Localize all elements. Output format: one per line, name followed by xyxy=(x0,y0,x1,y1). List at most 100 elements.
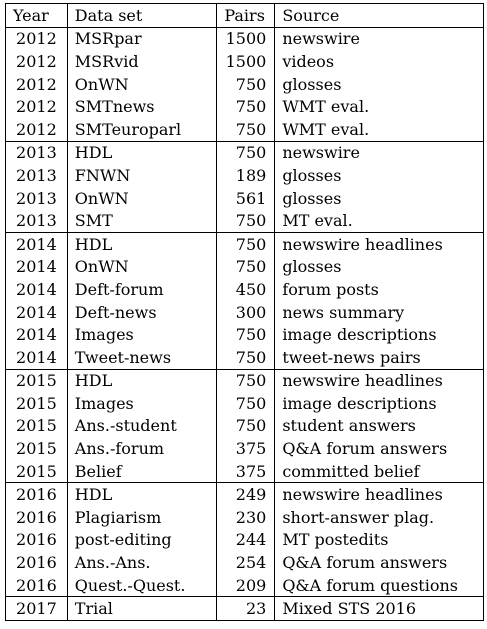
year-group: 2017 Trial 23 Mixed STS 2016 xyxy=(5,596,484,622)
cell-dataset: SMTnews xyxy=(66,95,218,118)
cell-pairs: 23 xyxy=(216,596,276,622)
cell-dataset: OnWN xyxy=(66,72,218,96)
cell-source: Mixed STS 2016 xyxy=(274,596,484,622)
cell-year: 2012 xyxy=(5,95,68,118)
header-dataset: Data set xyxy=(66,3,218,28)
cell-year: 2016 xyxy=(5,551,68,574)
year-group: 2016 HDL 249 newswire headlines 2016 Plagiari… xyxy=(5,482,484,598)
cell-dataset: HDL xyxy=(66,140,218,165)
cell-pairs: 189 xyxy=(216,164,276,187)
cell-pairs: 750 xyxy=(216,392,276,415)
cell-source: MT postedits xyxy=(274,528,484,552)
cell-source: newswire xyxy=(274,26,484,51)
cell-dataset: Quest.-Quest. xyxy=(66,573,218,598)
table-row: 2014 Deft-forum 450 forum posts xyxy=(5,278,484,301)
cell-dataset: HDL xyxy=(66,231,218,256)
cell-source: videos xyxy=(274,50,484,73)
cell-year: 2013 xyxy=(5,140,68,165)
table-row: 2017 Trial 23 Mixed STS 2016 xyxy=(5,596,484,622)
header-year: Year xyxy=(5,3,68,28)
cell-year: 2014 xyxy=(5,278,68,301)
header-source: Source xyxy=(274,3,484,28)
header-pairs: Pairs xyxy=(216,3,276,28)
cell-dataset: Belief xyxy=(66,459,218,484)
cell-dataset: MSRvid xyxy=(66,50,218,73)
cell-source: glosses xyxy=(274,164,484,187)
table-row: 2012 MSRvid 1500 videos xyxy=(5,50,484,73)
year-group: 2012 MSRpar 1500 newswire 2012 MSRvid 1500 vide… xyxy=(5,26,484,142)
cell-pairs: 300 xyxy=(216,300,276,324)
cell-year: 2015 xyxy=(5,437,68,460)
cell-dataset: HDL xyxy=(66,482,218,507)
cell-source: MT eval. xyxy=(274,209,484,233)
cell-year: 2014 xyxy=(5,231,68,256)
cell-year: 2014 xyxy=(5,345,68,370)
cell-dataset: Tweet-news xyxy=(66,345,218,370)
table-row: 2012 OnWN 750 glosses xyxy=(5,72,484,96)
cell-pairs: 209 xyxy=(216,573,276,598)
cell-pairs: 750 xyxy=(216,255,276,279)
cell-pairs: 750 xyxy=(216,368,276,393)
cell-pairs: 561 xyxy=(216,186,276,210)
cell-dataset: Deft-forum xyxy=(66,278,218,301)
cell-year: 2013 xyxy=(5,209,68,233)
cell-dataset: Ans.-Ans. xyxy=(66,551,218,574)
sts-datasets-table: Year Data set Pairs Source 2012 MSRpar 150… xyxy=(5,3,484,622)
cell-dataset: OnWN xyxy=(66,255,218,279)
table-row: 2014 HDL 750 newswire headlines xyxy=(5,231,484,256)
table-row: 2013 HDL 750 newswire xyxy=(5,140,484,165)
cell-dataset: Trial xyxy=(66,596,218,622)
cell-dataset: post-editing xyxy=(66,528,218,552)
cell-year: 2012 xyxy=(5,50,68,73)
cell-source: newswire headlines xyxy=(274,231,484,256)
cell-source: forum posts xyxy=(274,278,484,301)
cell-source: Q&A forum answers xyxy=(274,437,484,460)
table-row: 2015 Ans.-student 750 student answers xyxy=(5,414,484,438)
table-row: 2015 Images 750 image descriptions xyxy=(5,392,484,415)
cell-pairs: 254 xyxy=(216,551,276,574)
table-row: 2014 Deft-news 300 news summary xyxy=(5,300,484,324)
cell-dataset: Plagiarism xyxy=(66,506,218,529)
cell-year: 2014 xyxy=(5,323,68,346)
cell-dataset: SMT xyxy=(66,209,218,233)
cell-source: student answers xyxy=(274,414,484,438)
cell-year: 2012 xyxy=(5,117,68,142)
cell-year: 2014 xyxy=(5,300,68,324)
table-row: 2016 HDL 249 newswire headlines xyxy=(5,482,484,507)
cell-dataset: SMTeuroparl xyxy=(66,117,218,142)
cell-pairs: 750 xyxy=(216,72,276,96)
cell-source: image descriptions xyxy=(274,392,484,415)
table-row: 2015 HDL 750 newswire headlines xyxy=(5,368,484,393)
cell-pairs: 244 xyxy=(216,528,276,552)
cell-source: newswire headlines xyxy=(274,368,484,393)
cell-pairs: 750 xyxy=(216,140,276,165)
cell-year: 2015 xyxy=(5,459,68,484)
cell-year: 2017 xyxy=(5,596,68,622)
table-row: 2016 Plagiarism 230 short-answer plag. xyxy=(5,506,484,529)
cell-pairs: 750 xyxy=(216,117,276,142)
cell-year: 2016 xyxy=(5,482,68,507)
cell-year: 2015 xyxy=(5,414,68,438)
cell-source: WMT eval. xyxy=(274,117,484,142)
cell-source: short-answer plag. xyxy=(274,506,484,529)
cell-source: WMT eval. xyxy=(274,95,484,118)
cell-dataset: MSRpar xyxy=(66,26,218,51)
cell-dataset: Ans.-forum xyxy=(66,437,218,460)
table-row: 2012 SMTeuroparl 750 WMT eval. xyxy=(5,117,484,142)
table-row: 2015 Belief 375 committed belief xyxy=(5,459,484,484)
cell-dataset: HDL xyxy=(66,368,218,393)
cell-dataset: Deft-news xyxy=(66,300,218,324)
cell-source: newswire headlines xyxy=(274,482,484,507)
table-row: 2014 OnWN 750 glosses xyxy=(5,255,484,279)
cell-pairs: 750 xyxy=(216,209,276,233)
cell-pairs: 230 xyxy=(216,506,276,529)
header-row: Year Data set Pairs Source xyxy=(5,3,484,28)
cell-year: 2013 xyxy=(5,186,68,210)
cell-source: Q&A forum questions xyxy=(274,573,484,598)
cell-year: 2012 xyxy=(5,72,68,96)
table-row: 2012 SMTnews 750 WMT eval. xyxy=(5,95,484,118)
cell-pairs: 375 xyxy=(216,437,276,460)
year-group: 2014 HDL 750 newswire headlines 2014 OnWN 750 g… xyxy=(5,231,484,370)
cell-pairs: 1500 xyxy=(216,26,276,51)
cell-dataset: Images xyxy=(66,323,218,346)
